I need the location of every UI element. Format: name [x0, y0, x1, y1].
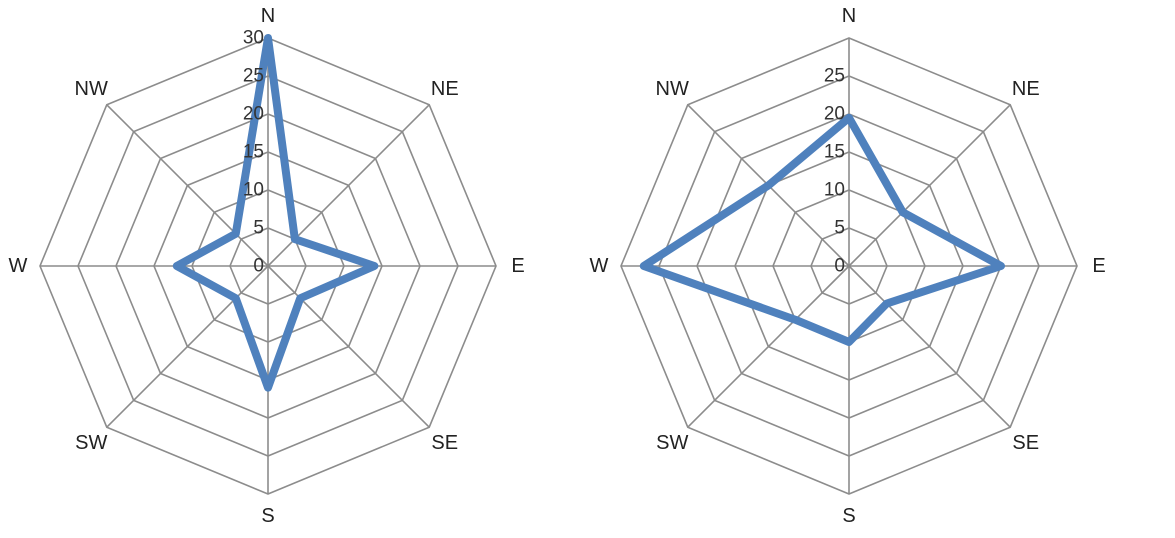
axis-spoke-ne: [848, 104, 1011, 267]
tick-label: 25: [243, 66, 264, 87]
category-label-s: S: [842, 505, 855, 527]
category-label-n: N: [842, 5, 856, 27]
category-label-sw: SW: [75, 432, 107, 454]
category-label-ne: NE: [1012, 78, 1040, 100]
axis-spoke-sw: [106, 265, 269, 428]
tick-label: 20: [824, 104, 845, 125]
category-label-sw: SW: [656, 432, 688, 454]
tick-label: 30: [243, 28, 264, 49]
tick-label: 25: [824, 66, 845, 87]
category-label-n: N: [261, 5, 275, 27]
category-label-e: E: [1092, 255, 1105, 277]
axis-spoke-sw: [687, 265, 850, 428]
category-label-w: W: [9, 255, 28, 277]
tick-label: 10: [243, 180, 264, 201]
tick-label: 15: [243, 142, 264, 163]
category-label-nw: NW: [75, 78, 108, 100]
tick-label: 0: [253, 256, 264, 277]
tick-label: 5: [834, 218, 845, 239]
tick-label: 5: [253, 218, 264, 239]
category-label-se: SE: [431, 432, 458, 454]
series-line: [639, 113, 1005, 346]
axis-spoke-se: [267, 265, 430, 428]
radar-chart-left: N NE E SE S SW W NW 0 5 10 15 20 25 30: [9, 5, 525, 527]
axis-spoke-nw: [106, 104, 269, 267]
tick-label: 15: [824, 142, 845, 163]
category-label-nw: NW: [656, 78, 689, 100]
tick-label: 10: [824, 180, 845, 201]
category-label-ne: NE: [431, 78, 459, 100]
category-label-w: W: [590, 255, 609, 277]
category-label-s: S: [261, 505, 274, 527]
series-line: [172, 34, 379, 392]
category-label-e: E: [511, 255, 524, 277]
axis-spoke-se: [848, 265, 1011, 428]
category-label-se: SE: [1012, 432, 1039, 454]
tick-label: 0: [834, 256, 845, 277]
radar-chart-right: N NE E SE S SW W NW 0 5 10 15 20 25: [590, 5, 1106, 527]
tick-label: 20: [243, 104, 264, 125]
